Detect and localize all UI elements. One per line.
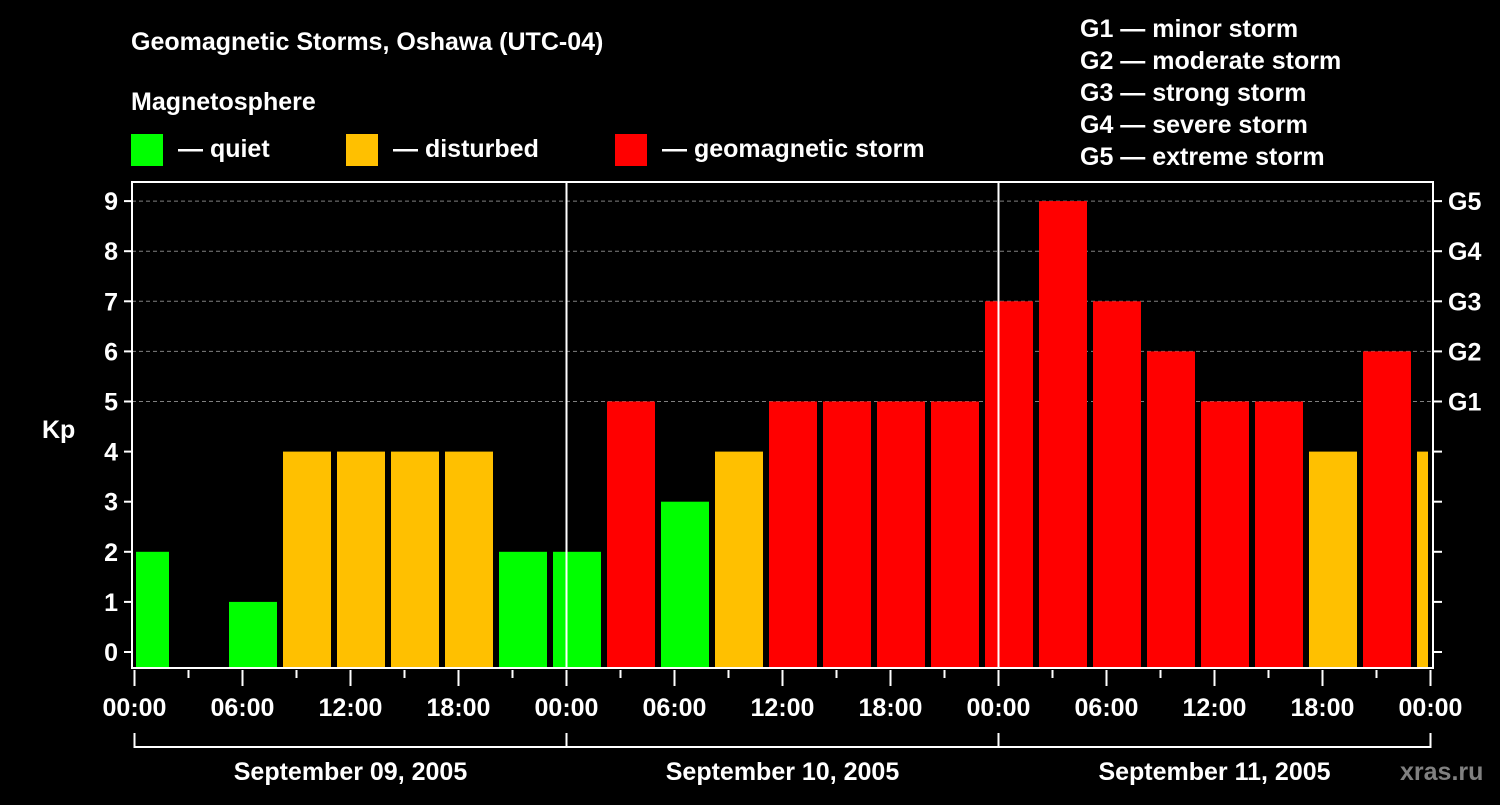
legend-title: Magnetosphere xyxy=(131,88,316,116)
kp-bar xyxy=(391,451,439,668)
day-bracket xyxy=(133,733,568,748)
storm-scale-item: G4 — severe storm xyxy=(1080,111,1308,139)
kp-bar xyxy=(1147,351,1195,668)
storm-scale-item: G3 — strong storm xyxy=(1080,79,1306,107)
legend: — quiet — disturbed — geomagnetic storm xyxy=(131,134,925,166)
y-tick-label: 7 xyxy=(104,288,118,316)
x-tick-label: 06:00 xyxy=(1075,694,1139,722)
plot-frame xyxy=(131,181,1434,669)
kp-bar xyxy=(607,401,655,668)
legend-swatch xyxy=(131,134,163,166)
x-tick-label: 18:00 xyxy=(427,694,491,722)
kp-bar xyxy=(985,301,1033,668)
axes: 0 1 2 3 4 5 6 7 8 9 G1 G2 G3 G4 G5 00:00 06:00 12:00 18:00… xyxy=(103,181,1481,786)
kp-bar xyxy=(1309,451,1357,668)
storm-level-label: G5 xyxy=(1448,188,1481,216)
legend-label: — quiet xyxy=(178,135,270,163)
kp-bar xyxy=(445,451,493,668)
x-tick-label: 18:00 xyxy=(1291,694,1355,722)
kp-bar xyxy=(661,501,709,668)
x-tick-label: 12:00 xyxy=(319,694,383,722)
x-tick-label: 12:00 xyxy=(751,694,815,722)
y-tick-label: 5 xyxy=(104,389,118,417)
y-tick-label: 4 xyxy=(104,439,118,467)
x-tick-label: 06:00 xyxy=(211,694,275,722)
x-tick-label: 18:00 xyxy=(859,694,923,722)
y-tick-label: 0 xyxy=(104,639,118,667)
kp-bar xyxy=(715,451,763,668)
storm-scale-list: G1 — minor storm G2 — moderate storm G3 — … xyxy=(1080,15,1341,171)
grid xyxy=(132,200,1433,402)
storm-scale-item: G1 — minor storm xyxy=(1080,15,1298,43)
kp-bar xyxy=(283,451,331,668)
kp-bar xyxy=(499,551,547,668)
y-tick-label: 8 xyxy=(104,238,118,266)
storm-scale-item: G5 — extreme storm xyxy=(1080,143,1325,171)
kp-bar xyxy=(553,551,601,668)
storm-level-label: G4 xyxy=(1448,238,1481,266)
day-label: September 11, 2005 xyxy=(1098,758,1330,786)
kp-bar xyxy=(877,401,925,668)
kp-bar xyxy=(1363,351,1411,668)
bars xyxy=(136,201,1428,668)
kp-bar xyxy=(229,601,277,668)
kp-bar xyxy=(823,401,871,668)
day-label: September 09, 2005 xyxy=(234,758,468,786)
kp-bar xyxy=(1039,201,1087,668)
legend-swatch xyxy=(615,134,647,166)
kp-bar xyxy=(1201,401,1249,668)
x-tick-label: 06:00 xyxy=(643,694,707,722)
storm-level-label: G1 xyxy=(1448,389,1481,417)
kp-bar xyxy=(136,551,169,668)
kp-bar xyxy=(1417,451,1428,668)
y-tick-label: 2 xyxy=(104,539,118,567)
legend-label: — geomagnetic storm xyxy=(662,135,925,163)
day-bracket xyxy=(565,733,1000,748)
day-label: September 10, 2005 xyxy=(666,758,900,786)
x-tick-label: 00:00 xyxy=(1399,694,1463,722)
storm-scale-item: G2 — moderate storm xyxy=(1080,47,1341,75)
watermark: xras.ru xyxy=(1400,758,1483,786)
y-tick-label: 6 xyxy=(104,338,118,366)
x-tick-label: 12:00 xyxy=(1183,694,1247,722)
x-tick-label: 00:00 xyxy=(535,694,599,722)
legend-swatch xyxy=(346,134,378,166)
kp-bar xyxy=(769,401,817,668)
chart-title: Geomagnetic Storms, Oshawa (UTC-04) xyxy=(131,28,603,56)
storm-level-label: G2 xyxy=(1448,338,1481,366)
x-tick-label: 00:00 xyxy=(103,694,167,722)
legend-label: — disturbed xyxy=(393,135,539,163)
x-tick-label: 00:00 xyxy=(967,694,1031,722)
y-tick-label: 3 xyxy=(104,489,118,517)
kp-bar xyxy=(1093,301,1141,668)
kp-bar xyxy=(337,451,385,668)
storm-level-label: G3 xyxy=(1448,288,1481,316)
y-tick-label: 9 xyxy=(104,188,118,216)
day-bracket xyxy=(997,733,1432,748)
kp-bar xyxy=(931,401,979,668)
y-tick-label: 1 xyxy=(104,589,118,617)
kp-bar xyxy=(1255,401,1303,668)
y-axis-label: Kp xyxy=(42,416,75,444)
